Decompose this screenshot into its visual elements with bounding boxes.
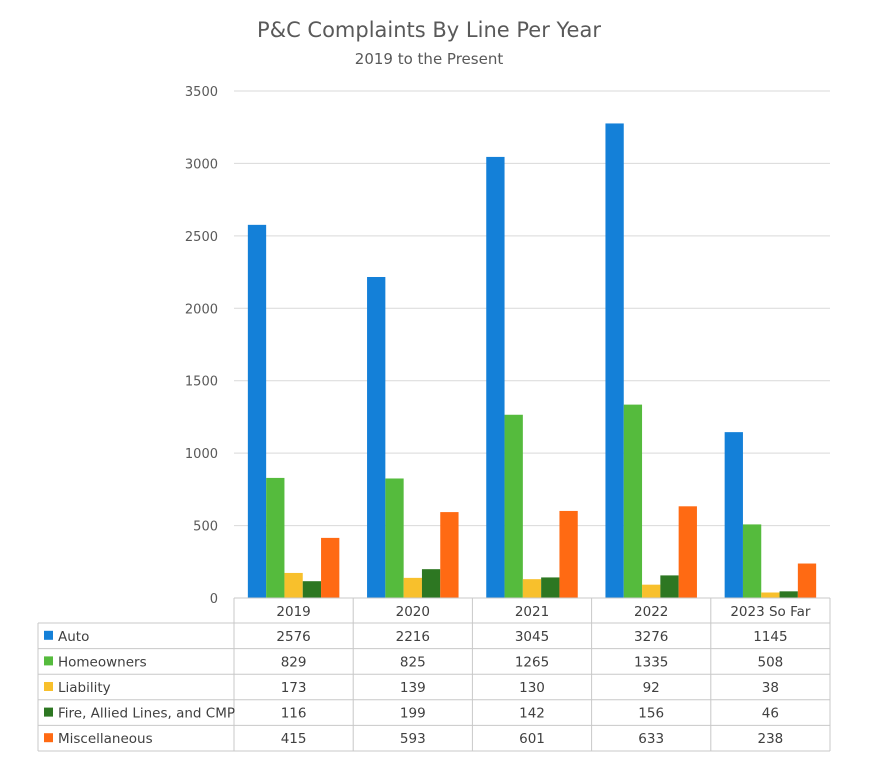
- data-cell: 92: [643, 680, 660, 696]
- bar-auto-2020: [367, 276, 386, 598]
- data-cell: 46: [762, 706, 779, 722]
- bar-miscellaneous-2021: [559, 510, 578, 598]
- y-tick-label: 0: [210, 592, 218, 607]
- y-tick-label: 2500: [185, 230, 218, 245]
- bar-liability-2019: [284, 572, 303, 598]
- series-label: Homeowners: [58, 654, 147, 670]
- category-label: 2022: [634, 604, 668, 620]
- bar-homeowners-2020: [385, 478, 404, 598]
- data-cell: 593: [400, 731, 426, 747]
- bar-homeowners-2021: [504, 414, 523, 598]
- data-cell: 3276: [634, 629, 668, 645]
- data-table: 2019 2020 2021 2022 2023 So Far Auto 2576 2216 3…: [37, 597, 831, 752]
- series-label: Fire, Allied Lines, and CMP: [58, 706, 235, 722]
- bar-auto-2023-so-far: [724, 432, 743, 598]
- data-cell: 633: [638, 731, 664, 747]
- data-cell: 1265: [515, 654, 549, 670]
- bar-miscellaneous-2022: [678, 506, 697, 598]
- chart-title: P&C Complaints By Line Per Year: [257, 18, 601, 42]
- legend-swatch: [44, 630, 53, 640]
- category-label: 2020: [396, 604, 430, 620]
- y-tick-label: 1500: [185, 375, 218, 390]
- y-tick-label: 500: [193, 520, 218, 535]
- y-tick-label: 3500: [185, 85, 218, 100]
- data-cell: 156: [638, 706, 664, 722]
- data-cell: 238: [758, 731, 784, 747]
- bar-liability-2023-so-far: [761, 592, 780, 598]
- series-label: Liability: [58, 680, 111, 696]
- data-cell: 825: [400, 654, 426, 670]
- series-label: Auto: [58, 629, 89, 645]
- bar-fire-allied-lines-and-cmp-2023-so-far: [779, 591, 798, 598]
- bars: [247, 123, 817, 598]
- data-cell: 173: [281, 680, 307, 696]
- bar-liability-2020: [403, 577, 422, 598]
- bar-fire-allied-lines-and-cmp-2022: [660, 575, 679, 598]
- category-label: 2021: [515, 604, 549, 620]
- legend-swatch: [44, 733, 53, 743]
- category-label: 2019: [276, 604, 310, 620]
- bar-miscellaneous-2023-so-far: [797, 563, 817, 598]
- data-cell: 142: [519, 706, 545, 722]
- bar-homeowners-2019: [266, 477, 285, 598]
- bar-liability-2022: [642, 584, 661, 598]
- bar-auto-2021: [486, 156, 505, 598]
- bar-homeowners-2022: [623, 404, 643, 598]
- chart-subtitle: 2019 to the Present: [354, 50, 504, 68]
- legend-swatch: [44, 707, 53, 717]
- data-cell: 829: [281, 654, 307, 670]
- category-label: 2023 So Far: [730, 604, 811, 620]
- bar-fire-allied-lines-and-cmp-2019: [302, 581, 322, 598]
- bar-fire-allied-lines-and-cmp-2021: [541, 577, 560, 598]
- data-cell: 1335: [634, 654, 668, 670]
- data-cell: 1145: [753, 629, 787, 645]
- data-cell: 139: [400, 680, 426, 696]
- bar-miscellaneous-2020: [440, 512, 459, 598]
- data-cell: 3045: [515, 629, 549, 645]
- bar-liability-2021: [522, 579, 542, 598]
- data-cell: 116: [281, 706, 307, 722]
- series-label: Miscellaneous: [58, 731, 153, 747]
- bar-fire-allied-lines-and-cmp-2020: [421, 569, 441, 598]
- data-cell: 2576: [276, 629, 310, 645]
- y-tick-label: 3000: [185, 157, 218, 172]
- data-cell: 508: [758, 654, 784, 670]
- data-cell: 130: [519, 680, 545, 696]
- data-cell: 199: [400, 706, 426, 722]
- data-cell: 2216: [396, 629, 430, 645]
- y-tick-label: 2000: [185, 302, 218, 317]
- y-tick-label: 1000: [185, 447, 218, 462]
- data-cell: 415: [281, 731, 307, 747]
- data-cell: 601: [519, 731, 545, 747]
- bar-auto-2022: [605, 123, 624, 598]
- legend-swatch: [44, 682, 53, 691]
- bar-homeowners-2023-so-far: [742, 524, 762, 598]
- data-cell: 38: [762, 680, 779, 696]
- bar-miscellaneous-2019: [321, 537, 340, 598]
- bar-auto-2019: [247, 224, 267, 598]
- legend-swatch: [44, 656, 53, 666]
- y-axis: 0 500 1000 1500 2000 2500 3000 3500: [185, 85, 218, 607]
